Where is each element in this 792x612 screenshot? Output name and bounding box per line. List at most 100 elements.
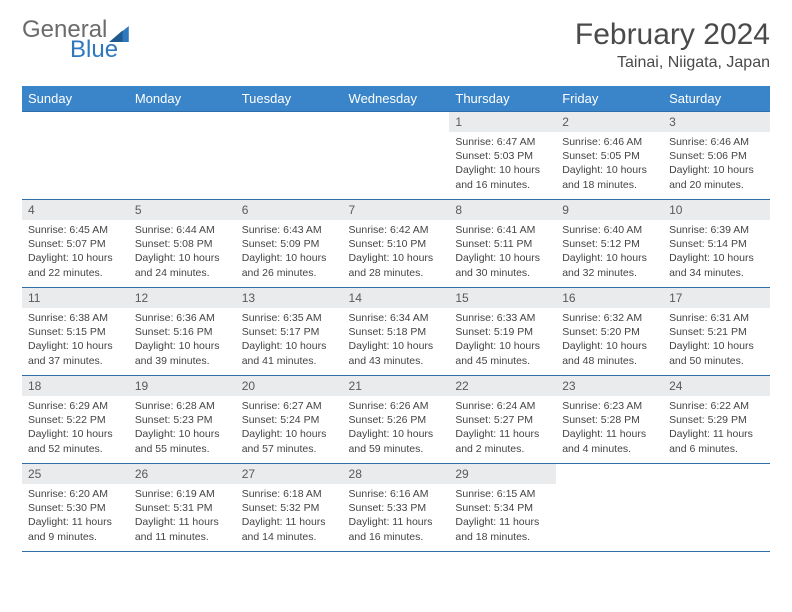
day-details: Sunrise: 6:44 AMSunset: 5:08 PMDaylight:…	[129, 220, 236, 286]
weekday-header: Sunday	[22, 86, 129, 112]
calendar-day-cell: 9Sunrise: 6:40 AMSunset: 5:12 PMDaylight…	[556, 200, 663, 288]
day-details: Sunrise: 6:33 AMSunset: 5:19 PMDaylight:…	[449, 308, 556, 374]
calendar-day-cell: 14Sunrise: 6:34 AMSunset: 5:18 PMDayligh…	[343, 288, 450, 376]
day-number: 13	[236, 288, 343, 308]
weekday-header: Wednesday	[343, 86, 450, 112]
calendar-day-cell	[22, 112, 129, 200]
calendar-day-cell: 26Sunrise: 6:19 AMSunset: 5:31 PMDayligh…	[129, 464, 236, 552]
day-details: Sunrise: 6:20 AMSunset: 5:30 PMDaylight:…	[22, 484, 129, 550]
weekday-header: Thursday	[449, 86, 556, 112]
day-details: Sunrise: 6:28 AMSunset: 5:23 PMDaylight:…	[129, 396, 236, 462]
calendar-day-cell: 29Sunrise: 6:15 AMSunset: 5:34 PMDayligh…	[449, 464, 556, 552]
day-details: Sunrise: 6:22 AMSunset: 5:29 PMDaylight:…	[663, 396, 770, 462]
calendar-day-cell: 7Sunrise: 6:42 AMSunset: 5:10 PMDaylight…	[343, 200, 450, 288]
weekday-header: Tuesday	[236, 86, 343, 112]
day-number: 23	[556, 376, 663, 396]
day-details: Sunrise: 6:16 AMSunset: 5:33 PMDaylight:…	[343, 484, 450, 550]
day-number: 25	[22, 464, 129, 484]
calendar-table: SundayMondayTuesdayWednesdayThursdayFrid…	[22, 86, 770, 552]
calendar-day-cell	[343, 112, 450, 200]
calendar-day-cell: 17Sunrise: 6:31 AMSunset: 5:21 PMDayligh…	[663, 288, 770, 376]
calendar-day-cell: 28Sunrise: 6:16 AMSunset: 5:33 PMDayligh…	[343, 464, 450, 552]
day-details: Sunrise: 6:45 AMSunset: 5:07 PMDaylight:…	[22, 220, 129, 286]
day-details: Sunrise: 6:24 AMSunset: 5:27 PMDaylight:…	[449, 396, 556, 462]
day-number: 28	[343, 464, 450, 484]
logo: GeneralBlue	[22, 18, 129, 62]
day-details: Sunrise: 6:26 AMSunset: 5:26 PMDaylight:…	[343, 396, 450, 462]
calendar-day-cell: 25Sunrise: 6:20 AMSunset: 5:30 PMDayligh…	[22, 464, 129, 552]
day-number: 29	[449, 464, 556, 484]
day-details: Sunrise: 6:29 AMSunset: 5:22 PMDaylight:…	[22, 396, 129, 462]
day-number: 14	[343, 288, 450, 308]
day-number: 12	[129, 288, 236, 308]
calendar-week-row: 25Sunrise: 6:20 AMSunset: 5:30 PMDayligh…	[22, 464, 770, 552]
day-number: 1	[449, 112, 556, 132]
calendar-day-cell: 2Sunrise: 6:46 AMSunset: 5:05 PMDaylight…	[556, 112, 663, 200]
day-number: 15	[449, 288, 556, 308]
day-number: 22	[449, 376, 556, 396]
calendar-day-cell: 3Sunrise: 6:46 AMSunset: 5:06 PMDaylight…	[663, 112, 770, 200]
location: Tainai, Niigata, Japan	[575, 54, 770, 72]
calendar-day-cell: 24Sunrise: 6:22 AMSunset: 5:29 PMDayligh…	[663, 376, 770, 464]
day-number: 24	[663, 376, 770, 396]
day-details: Sunrise: 6:39 AMSunset: 5:14 PMDaylight:…	[663, 220, 770, 286]
calendar-day-cell: 20Sunrise: 6:27 AMSunset: 5:24 PMDayligh…	[236, 376, 343, 464]
day-details: Sunrise: 6:23 AMSunset: 5:28 PMDaylight:…	[556, 396, 663, 462]
day-number: 16	[556, 288, 663, 308]
day-details: Sunrise: 6:42 AMSunset: 5:10 PMDaylight:…	[343, 220, 450, 286]
calendar-day-cell: 1Sunrise: 6:47 AMSunset: 5:03 PMDaylight…	[449, 112, 556, 200]
day-number: 10	[663, 200, 770, 220]
weekday-header: Saturday	[663, 86, 770, 112]
day-number: 2	[556, 112, 663, 132]
calendar-day-cell	[236, 112, 343, 200]
day-details: Sunrise: 6:34 AMSunset: 5:18 PMDaylight:…	[343, 308, 450, 374]
day-details: Sunrise: 6:18 AMSunset: 5:32 PMDaylight:…	[236, 484, 343, 550]
calendar-day-cell: 23Sunrise: 6:23 AMSunset: 5:28 PMDayligh…	[556, 376, 663, 464]
day-number: 11	[22, 288, 129, 308]
day-details: Sunrise: 6:46 AMSunset: 5:05 PMDaylight:…	[556, 132, 663, 198]
day-details: Sunrise: 6:36 AMSunset: 5:16 PMDaylight:…	[129, 308, 236, 374]
day-details: Sunrise: 6:27 AMSunset: 5:24 PMDaylight:…	[236, 396, 343, 462]
calendar-week-row: 1Sunrise: 6:47 AMSunset: 5:03 PMDaylight…	[22, 112, 770, 200]
calendar-day-cell: 21Sunrise: 6:26 AMSunset: 5:26 PMDayligh…	[343, 376, 450, 464]
calendar-day-cell: 12Sunrise: 6:36 AMSunset: 5:16 PMDayligh…	[129, 288, 236, 376]
calendar-day-cell	[663, 464, 770, 552]
day-number: 21	[343, 376, 450, 396]
day-number: 6	[236, 200, 343, 220]
calendar-day-cell	[556, 464, 663, 552]
weekday-header-row: SundayMondayTuesdayWednesdayThursdayFrid…	[22, 86, 770, 112]
day-number: 7	[343, 200, 450, 220]
day-details: Sunrise: 6:38 AMSunset: 5:15 PMDaylight:…	[22, 308, 129, 374]
day-number: 19	[129, 376, 236, 396]
day-number: 26	[129, 464, 236, 484]
day-details: Sunrise: 6:31 AMSunset: 5:21 PMDaylight:…	[663, 308, 770, 374]
calendar-day-cell: 15Sunrise: 6:33 AMSunset: 5:19 PMDayligh…	[449, 288, 556, 376]
title-block: February 2024 Tainai, Niigata, Japan	[575, 18, 770, 72]
calendar-day-cell: 18Sunrise: 6:29 AMSunset: 5:22 PMDayligh…	[22, 376, 129, 464]
day-details: Sunrise: 6:32 AMSunset: 5:20 PMDaylight:…	[556, 308, 663, 374]
calendar-week-row: 18Sunrise: 6:29 AMSunset: 5:22 PMDayligh…	[22, 376, 770, 464]
day-number: 8	[449, 200, 556, 220]
calendar-week-row: 4Sunrise: 6:45 AMSunset: 5:07 PMDaylight…	[22, 200, 770, 288]
calendar-week-row: 11Sunrise: 6:38 AMSunset: 5:15 PMDayligh…	[22, 288, 770, 376]
day-number: 5	[129, 200, 236, 220]
calendar-day-cell: 8Sunrise: 6:41 AMSunset: 5:11 PMDaylight…	[449, 200, 556, 288]
weekday-header: Monday	[129, 86, 236, 112]
day-details: Sunrise: 6:43 AMSunset: 5:09 PMDaylight:…	[236, 220, 343, 286]
calendar-day-cell: 4Sunrise: 6:45 AMSunset: 5:07 PMDaylight…	[22, 200, 129, 288]
calendar-day-cell: 27Sunrise: 6:18 AMSunset: 5:32 PMDayligh…	[236, 464, 343, 552]
day-details: Sunrise: 6:47 AMSunset: 5:03 PMDaylight:…	[449, 132, 556, 198]
day-number: 17	[663, 288, 770, 308]
day-details: Sunrise: 6:41 AMSunset: 5:11 PMDaylight:…	[449, 220, 556, 286]
logo-word2: Blue	[70, 38, 129, 62]
month-title: February 2024	[575, 18, 770, 52]
calendar-day-cell: 11Sunrise: 6:38 AMSunset: 5:15 PMDayligh…	[22, 288, 129, 376]
day-number: 4	[22, 200, 129, 220]
calendar-day-cell: 5Sunrise: 6:44 AMSunset: 5:08 PMDaylight…	[129, 200, 236, 288]
calendar-day-cell: 10Sunrise: 6:39 AMSunset: 5:14 PMDayligh…	[663, 200, 770, 288]
day-number: 3	[663, 112, 770, 132]
day-details: Sunrise: 6:40 AMSunset: 5:12 PMDaylight:…	[556, 220, 663, 286]
day-number: 9	[556, 200, 663, 220]
day-number: 20	[236, 376, 343, 396]
calendar-day-cell: 16Sunrise: 6:32 AMSunset: 5:20 PMDayligh…	[556, 288, 663, 376]
